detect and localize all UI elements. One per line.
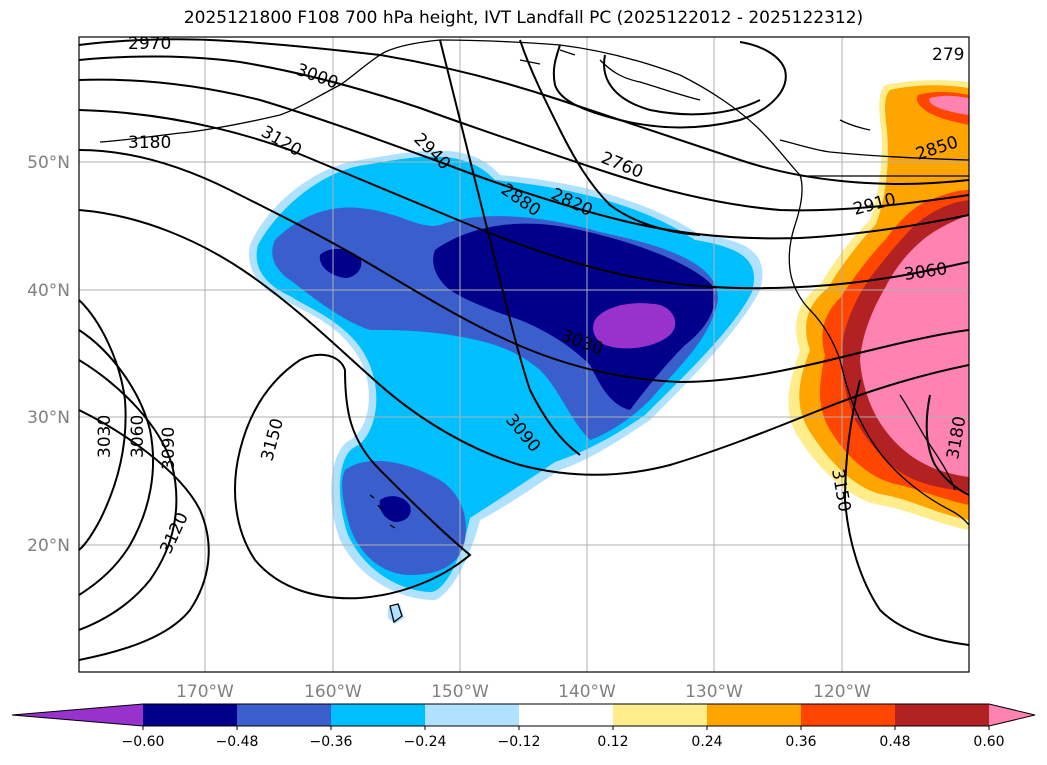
lon-label: 120°W	[813, 682, 871, 702]
lat-label: 20°N	[27, 536, 70, 556]
lon-label: 160°W	[304, 682, 362, 702]
colorbar-extend-max	[989, 704, 1035, 726]
longitude-labels: 170°W 160°W 150°W 140°W 130°W 120°W	[176, 682, 871, 702]
height-contours	[79, 38, 969, 661]
lon-label: 170°W	[176, 682, 234, 702]
lon-label: 150°W	[431, 682, 489, 702]
gridlines	[79, 37, 969, 672]
lon-label: 140°W	[558, 682, 616, 702]
colorbar-segment	[895, 704, 990, 726]
colorbar-tick-label: 0.60	[973, 734, 1004, 750]
colorbar-segment	[707, 704, 802, 726]
contour-label: 3030	[95, 415, 115, 458]
colorbar: −0.60 −0.48 −0.36 −0.24 −0.12 0.12 0.24 0.36 0.4…	[11, 703, 1036, 750]
colorbar-tick-label: −0.60	[122, 734, 165, 750]
contour-label: 3060	[128, 415, 148, 458]
colorbar-extend-min	[12, 704, 143, 726]
contour-label: 3180	[128, 133, 171, 153]
lat-label: 30°N	[27, 408, 70, 428]
colorbar-tick-label: −0.36	[310, 734, 353, 750]
colorbar-tick-label: −0.12	[498, 734, 541, 750]
colorbar-tick-label: −0.48	[216, 734, 259, 750]
colorbar-segment	[425, 704, 520, 726]
colorbar-segment	[237, 704, 332, 726]
colorbar-tick-label: 0.24	[691, 734, 722, 750]
plot-frame	[78, 36, 970, 673]
colorbar-segment	[801, 704, 896, 726]
lat-label: 40°N	[27, 281, 70, 301]
latitude-labels: 50°N 40°N 30°N 20°N	[27, 153, 70, 556]
colorbar-tick-label: 0.12	[597, 734, 628, 750]
contour-label: 3090	[159, 427, 179, 470]
colorbar-segment	[331, 704, 426, 726]
colorbar-segment	[143, 704, 238, 726]
contour-label: 279	[932, 45, 964, 65]
lat-label: 50°N	[27, 153, 70, 173]
lon-label: 130°W	[685, 682, 743, 702]
colorbar-tick-label: 0.36	[785, 734, 816, 750]
colorbar-tick-label: −0.24	[404, 734, 447, 750]
contour-label: 2970	[128, 34, 171, 54]
colorbar-segment	[613, 704, 708, 726]
colorbar-tick-label: 0.48	[879, 734, 910, 750]
map-title: 2025121800 F108 700 hPa height, IVT Land…	[183, 8, 864, 28]
ivt-negative-region	[249, 150, 763, 624]
colorbar-segment	[519, 704, 614, 726]
